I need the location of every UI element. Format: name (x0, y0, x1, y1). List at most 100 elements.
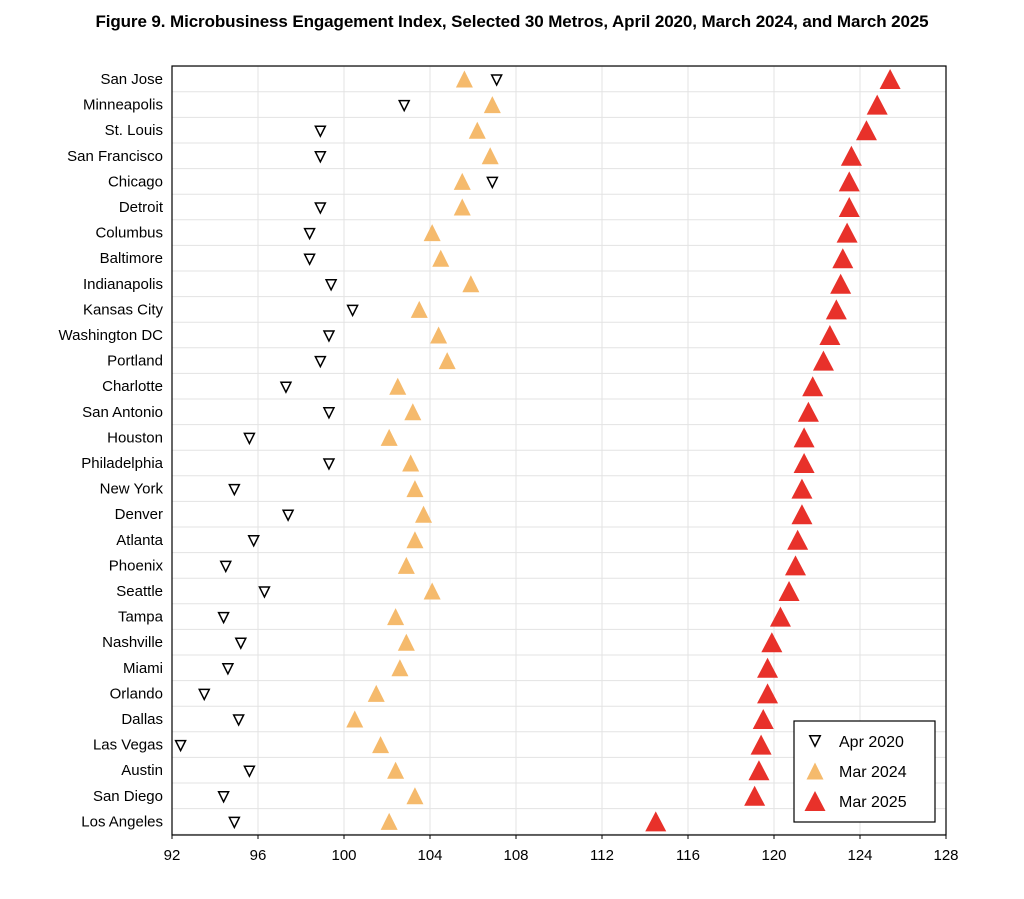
y-tick-label-chicago: Chicago (108, 173, 163, 190)
marker-apr-2020-charlotte (279, 381, 293, 394)
marker-apr-2020-san-francisco (314, 151, 327, 164)
marker-mar-2024-st-louis (468, 121, 486, 139)
marker-mar-2024-dallas (346, 710, 364, 728)
marker-mar-2025-seattle (778, 581, 800, 601)
marker-mar-2025-chicago (838, 171, 860, 192)
marker-mar-2025-washington-dc (819, 325, 841, 345)
y-tick-label-austin: Austin (121, 762, 163, 779)
x-tick-label-128: 128 (933, 847, 958, 864)
chart-title: Figure 9. Microbusiness Engagement Index… (95, 12, 929, 31)
marker-mar-2024-charlotte (389, 377, 407, 395)
marker-mar-2024-austin (387, 761, 405, 779)
y-tick-label-kansas-city: Kansas City (83, 301, 164, 318)
marker-mar-2024-las-vegas (372, 736, 390, 754)
marker-mar-2025-philadelphia (793, 453, 815, 473)
x-tick-label-124: 124 (847, 847, 872, 864)
legend-marker-mar-2025 (804, 791, 826, 811)
y-tick-label-minneapolis: Minneapolis (83, 97, 163, 114)
marker-mar-2025-indianapolis (830, 273, 852, 294)
marker-mar-2024-san-antonio (404, 403, 422, 421)
marker-mar-2024-nashville (397, 633, 415, 651)
marker-mar-2024-detroit (453, 198, 471, 216)
marker-mar-2024-indianapolis (462, 275, 480, 293)
y-tick-label-tampa: Tampa (118, 609, 164, 626)
y-tick-label-detroit: Detroit (119, 199, 164, 216)
marker-mar-2025-new-york (791, 478, 813, 499)
x-tick-label-104: 104 (417, 847, 442, 864)
marker-apr-2020-baltimore (303, 253, 316, 266)
marker-apr-2020-indianapolis (324, 279, 338, 292)
marker-mar-2024-denver (415, 505, 433, 523)
marker-apr-2020-chicago (486, 176, 499, 190)
x-axis-tick-labels: 92 96 100 104 108 112 116 120 124 128 (164, 835, 959, 864)
marker-apr-2020-las-vegas (174, 739, 187, 753)
marker-mar-2025-dallas (752, 709, 774, 729)
marker-mar-2025-columbus (836, 222, 858, 243)
marker-apr-2020-tampa (217, 611, 230, 625)
chart-legend: Apr 2020 Mar 2024 Mar 2025 (793, 720, 936, 823)
marker-mar-2025-denver (791, 504, 813, 525)
legend-marker-apr-2020 (808, 735, 822, 748)
marker-mar-2025-austin (748, 760, 770, 781)
y-tick-label-denver: Denver (115, 506, 163, 523)
y-tick-label-charlotte: Charlotte (102, 378, 163, 395)
x-tick-label-108: 108 (503, 847, 528, 864)
y-tick-label-nashville: Nashville (102, 634, 163, 651)
marker-mar-2025-charlotte (802, 376, 824, 397)
y-tick-label-dallas: Dallas (121, 711, 163, 728)
marker-apr-2020-austin (243, 765, 256, 778)
marker-apr-2020-san-jose (490, 74, 503, 87)
marker-apr-2020-atlanta (247, 535, 260, 548)
marker-mar-2024-washington-dc (430, 326, 448, 344)
marker-mar-2024-phoenix (397, 556, 415, 574)
y-tick-label-las-vegas: Las Vegas (93, 737, 163, 754)
marker-mar-2025-los-angeles (645, 811, 667, 832)
marker-mar-2024-san-diego (406, 787, 424, 805)
plot-area-frame (171, 65, 947, 836)
marker-apr-2020-detroit (314, 202, 327, 215)
marker-mar-2025-san-diego (744, 785, 766, 806)
marker-mar-2024-baltimore (432, 249, 450, 267)
marker-apr-2020-columbus (303, 227, 316, 241)
y-tick-label-houston: Houston (107, 429, 163, 446)
marker-apr-2020-seattle (258, 586, 271, 599)
y-tick-label-seattle: Seattle (116, 583, 163, 600)
data-markers (174, 69, 901, 832)
x-tick-label-116: 116 (676, 847, 700, 864)
y-tick-label-san-francisco: San Francisco (67, 148, 163, 165)
marker-mar-2025-nashville (761, 632, 783, 653)
marker-apr-2020-los-angeles (228, 816, 241, 830)
y-tick-label-st-louis: St. Louis (105, 122, 163, 139)
marker-mar-2024-columbus (423, 224, 441, 242)
marker-apr-2020-denver (281, 509, 295, 522)
marker-apr-2020-portland (314, 355, 327, 369)
marker-apr-2020-philadelphia (322, 458, 336, 471)
marker-mar-2025-minneapolis (866, 94, 888, 115)
marker-mar-2024-houston (380, 428, 398, 446)
legend-label-mar-2025: Mar 2025 (839, 794, 907, 811)
marker-mar-2024-atlanta (406, 531, 424, 549)
marker-mar-2025-las-vegas (750, 734, 772, 755)
legend-label-apr-2020: Apr 2020 (839, 734, 904, 751)
marker-mar-2024-philadelphia (402, 454, 420, 472)
marker-apr-2020-san-antonio (322, 407, 336, 420)
marker-mar-2025-tampa (769, 606, 791, 627)
marker-mar-2024-tampa (387, 608, 405, 626)
marker-apr-2020-st-louis (314, 125, 327, 138)
y-tick-label-phoenix: Phoenix (109, 557, 164, 574)
y-tick-label-miami: Miami (123, 660, 163, 677)
marker-apr-2020-miami (221, 663, 235, 676)
y-tick-label-los-angeles: Los Angeles (81, 813, 163, 830)
x-tick-label-96: 96 (250, 847, 267, 864)
y-tick-label-columbus: Columbus (95, 225, 163, 242)
marker-apr-2020-kansas-city (346, 304, 359, 318)
marker-mar-2025-baltimore (832, 248, 854, 269)
marker-mar-2025-atlanta (787, 529, 809, 550)
marker-mar-2024-orlando (367, 684, 385, 702)
y-tick-label-indianapolis: Indianapolis (83, 276, 163, 293)
marker-mar-2025-st-louis (855, 120, 877, 141)
y-tick-label-atlanta: Atlanta (116, 532, 163, 549)
y-axis-tick-labels: San Jose Minneapolis St. Louis San Francisc… (59, 71, 164, 830)
marker-mar-2024-portland (438, 352, 456, 370)
